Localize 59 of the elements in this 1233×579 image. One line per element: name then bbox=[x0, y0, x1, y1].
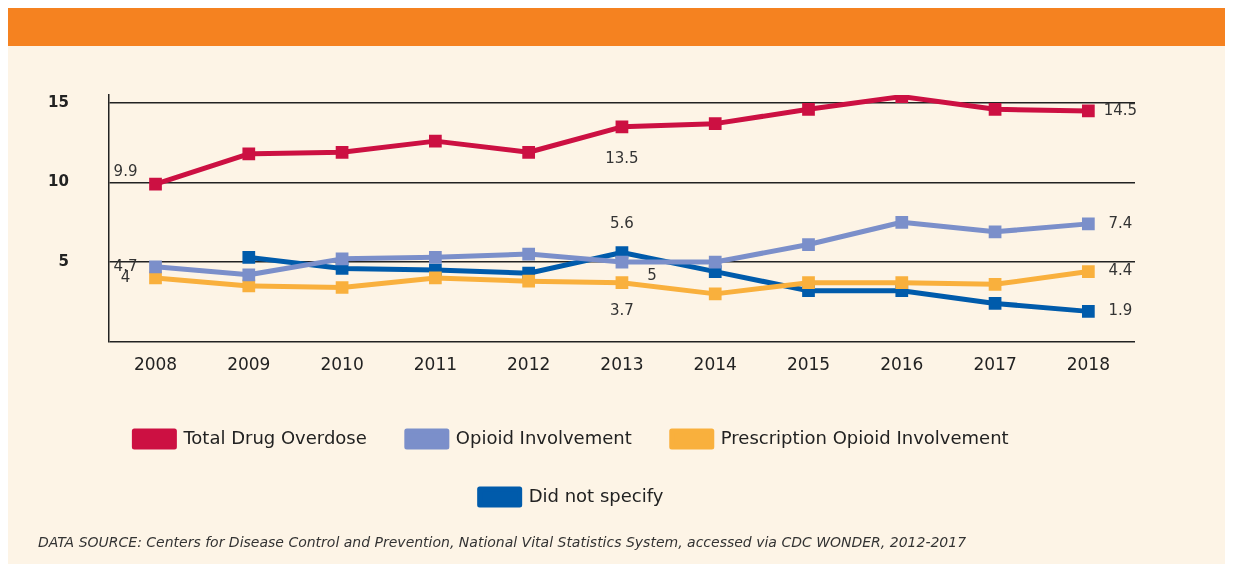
data-label: 3.7 bbox=[610, 300, 634, 319]
point bbox=[1081, 217, 1095, 231]
point bbox=[988, 277, 1002, 291]
point bbox=[429, 134, 442, 148]
x-tick-label: 2009 bbox=[227, 354, 271, 375]
point bbox=[149, 260, 162, 274]
point bbox=[802, 238, 815, 251]
point bbox=[429, 250, 442, 264]
data-label: 14.5 bbox=[1103, 100, 1138, 119]
point bbox=[335, 281, 349, 294]
data-label: 7.4 bbox=[1108, 213, 1133, 232]
point bbox=[242, 250, 256, 264]
point bbox=[988, 297, 1002, 310]
data-label: 13.5 bbox=[605, 148, 639, 167]
y-tick-label: 15 bbox=[48, 92, 69, 111]
data-label: 4.4 bbox=[1108, 261, 1133, 280]
point bbox=[1081, 265, 1095, 278]
source-note: DATA SOURCE: Centers for Disease Control and Prevention, National Vital Statistics System, accessed via CDC WONDER, 2012-2017 bbox=[37, 533, 968, 552]
x-tick-label: 2010 bbox=[320, 354, 364, 375]
x-tick-label: 2008 bbox=[133, 354, 178, 375]
point bbox=[988, 225, 1002, 239]
point bbox=[895, 276, 909, 290]
point bbox=[242, 147, 256, 161]
legend-label: Opioid Involvement bbox=[455, 426, 632, 448]
point bbox=[242, 268, 256, 282]
point bbox=[802, 102, 815, 116]
point bbox=[522, 145, 536, 159]
point bbox=[335, 145, 349, 159]
point bbox=[802, 276, 815, 290]
point bbox=[1081, 305, 1095, 318]
legend-label: Total Drug Overdose bbox=[182, 426, 367, 448]
x-tick-label: 2015 bbox=[786, 354, 831, 375]
data-label: 5 bbox=[647, 265, 657, 284]
point bbox=[708, 117, 722, 130]
point bbox=[1081, 104, 1095, 118]
x-tick-label: 2018 bbox=[1066, 354, 1110, 375]
x-tick-label: 2014 bbox=[693, 354, 737, 375]
x-tick-label: 2016 bbox=[880, 354, 924, 375]
legend-label: Did not specify bbox=[528, 484, 664, 506]
point bbox=[522, 247, 536, 261]
point bbox=[708, 255, 722, 269]
point bbox=[708, 287, 722, 301]
data-label: 9.9 bbox=[113, 161, 138, 180]
point bbox=[988, 102, 1002, 116]
point bbox=[149, 177, 162, 191]
legend-label: Prescription Opioid Involvement bbox=[720, 426, 1009, 448]
point bbox=[522, 274, 536, 288]
data-label: 1.9 bbox=[1108, 301, 1133, 320]
x-tick-label: 2013 bbox=[600, 354, 644, 375]
x-tick-label: 2012 bbox=[507, 354, 551, 375]
point bbox=[429, 271, 442, 285]
x-tick-label: 2011 bbox=[413, 354, 457, 375]
point bbox=[615, 276, 629, 290]
point bbox=[895, 215, 909, 229]
data-label: 5.6 bbox=[610, 214, 634, 233]
y-tick-label: 10 bbox=[48, 172, 69, 191]
point bbox=[615, 120, 629, 134]
x-tick-label: 2017 bbox=[973, 354, 1017, 375]
y-tick-label: 5 bbox=[58, 251, 69, 270]
